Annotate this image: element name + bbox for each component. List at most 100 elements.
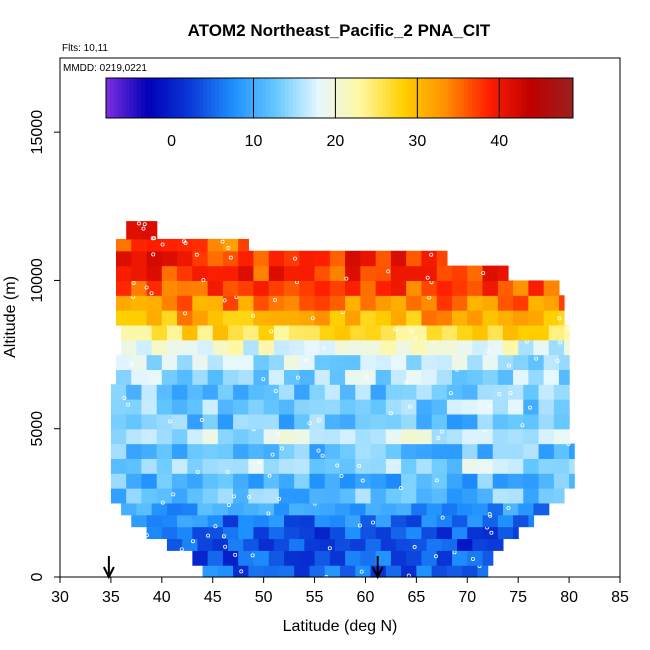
profile-cell — [177, 250, 193, 267]
profile-cell — [558, 369, 570, 385]
profile-cell — [207, 310, 224, 326]
profile-cell — [156, 473, 173, 489]
colorbar-segment — [537, 78, 543, 118]
profile-cell — [502, 324, 519, 341]
profile-cell — [324, 565, 341, 578]
profile-cell — [177, 265, 193, 282]
arrow-head — [371, 566, 384, 580]
profile-cell — [492, 428, 509, 445]
profile-cell — [553, 413, 570, 430]
profile-cell — [543, 369, 560, 385]
profile-cell — [187, 458, 204, 474]
sample-point — [280, 446, 285, 451]
colorbar-tick-label: 0 — [167, 133, 176, 150]
profile-cell — [202, 399, 219, 415]
profile-cell — [217, 413, 234, 430]
profile-cell — [161, 280, 178, 296]
profile-cell — [487, 502, 504, 516]
x-tick-label: 85 — [611, 589, 629, 606]
profile-cell — [110, 428, 127, 445]
x-axis-label: Latitude (deg N) — [283, 618, 398, 635]
profile-cell — [238, 295, 255, 311]
profile-cell — [513, 526, 519, 540]
profile-cell — [340, 428, 356, 445]
profile-cell — [416, 565, 433, 578]
profile-cell — [365, 538, 382, 551]
colorbar-segment — [152, 78, 158, 118]
profile-cell — [538, 384, 555, 400]
profile-cell — [238, 354, 255, 370]
profile-cell — [217, 473, 234, 489]
profile-cell — [411, 339, 428, 356]
profile-cell — [294, 488, 311, 504]
sample-point — [364, 374, 369, 379]
profile-cell — [385, 413, 402, 430]
profile-cell — [243, 324, 260, 341]
profile-cell — [273, 502, 290, 516]
profile-cell — [569, 458, 575, 474]
sample-point — [439, 429, 444, 434]
profile-cell — [431, 473, 448, 489]
profile-cell — [187, 488, 204, 504]
profile-cell — [329, 250, 346, 267]
profile-cell — [187, 384, 204, 400]
profile-cell — [462, 384, 479, 400]
sample-point — [357, 463, 362, 468]
colorbar-segment — [141, 78, 146, 118]
profile-cell — [177, 526, 193, 540]
profile-cell — [401, 488, 417, 504]
profile-cell — [462, 399, 479, 415]
profile-cell — [278, 473, 295, 489]
profile-cell — [324, 443, 341, 459]
profile-cell — [192, 265, 209, 282]
sample-point — [222, 298, 227, 303]
profile-cell — [355, 443, 372, 459]
sample-point — [131, 280, 136, 285]
profile-cell — [487, 339, 504, 356]
profile-cell — [263, 473, 280, 489]
profile-cell — [187, 399, 204, 415]
profile-cell — [538, 488, 555, 504]
profile-cell — [375, 280, 392, 296]
profile-cell — [253, 354, 270, 370]
profile-cell — [370, 384, 387, 400]
profile-cell — [187, 443, 204, 459]
colorbar-segment — [432, 78, 438, 118]
profile-cell — [446, 384, 463, 400]
profile-cell — [182, 324, 199, 341]
colorbar-segment — [549, 78, 555, 118]
profile-cell — [228, 324, 244, 341]
colorbar-segment — [312, 78, 317, 118]
profile-cell — [116, 354, 132, 370]
colorbar-segment — [355, 78, 360, 118]
colorbar-segment — [133, 78, 138, 118]
profile-cell — [309, 458, 326, 474]
colorbar-segment — [347, 78, 352, 118]
profile-cell — [248, 413, 265, 430]
sample-point — [221, 534, 226, 539]
profile-cell — [543, 280, 560, 296]
colorbar-segment — [222, 78, 228, 118]
profile-cell — [375, 369, 392, 385]
profile-cell — [375, 250, 392, 267]
profile-cell — [436, 280, 453, 296]
profile-cell — [141, 413, 158, 430]
sample-point — [433, 554, 438, 559]
profile-cell — [172, 458, 188, 474]
profile-cell — [222, 514, 239, 528]
profile-cell — [121, 339, 137, 356]
profile-cell — [365, 324, 382, 341]
profile-cell — [355, 384, 372, 400]
sample-point — [320, 453, 325, 458]
colorbar-segment — [417, 78, 422, 118]
profile-cell — [457, 324, 473, 341]
profile-cell — [365, 339, 382, 356]
profile-cell — [497, 280, 514, 296]
profile-cell — [467, 265, 484, 282]
profile-cell — [258, 502, 275, 516]
colorbar-segment — [316, 78, 321, 118]
profile-cell — [533, 339, 550, 356]
profile-cell — [212, 502, 229, 516]
colorbar-tick-label: 40 — [490, 133, 508, 150]
profile-cell — [263, 458, 280, 474]
